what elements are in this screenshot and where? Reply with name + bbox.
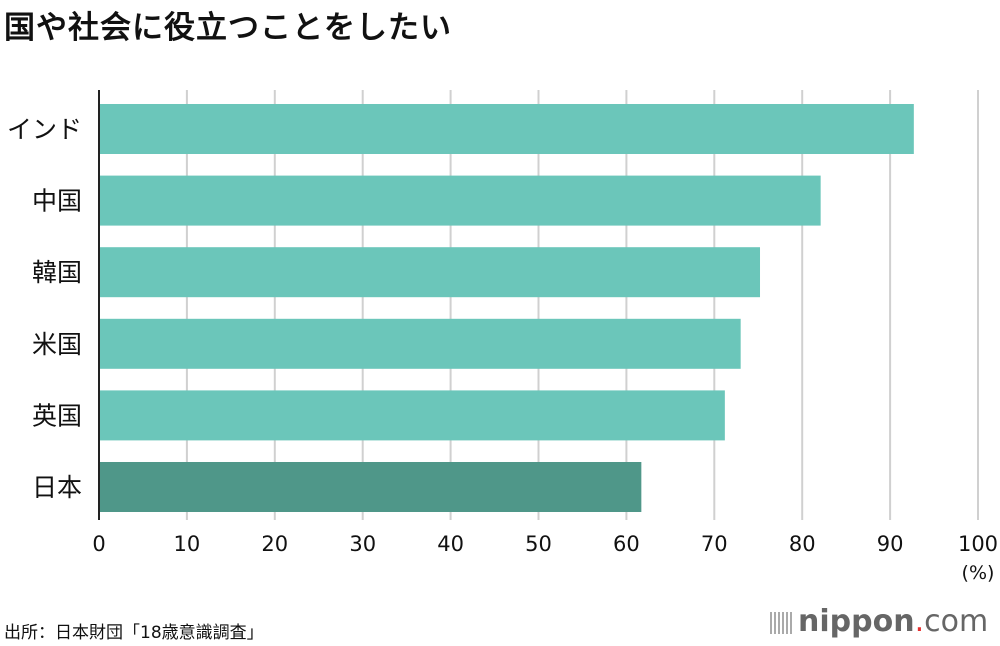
source-note: 出所：日本財団「18歳意識調査」 [4, 623, 264, 643]
x-tick-label: 80 [789, 532, 816, 556]
logo-bars-icon [770, 611, 792, 634]
x-tick-label: 0 [92, 532, 105, 556]
x-tick-label: 50 [525, 532, 552, 556]
y-category-label: 中国 [32, 187, 82, 216]
y-category-label: 米国 [32, 330, 82, 359]
y-category-label: 韓国 [32, 258, 82, 287]
bar [99, 462, 642, 512]
bar [99, 104, 914, 154]
x-tick-label: 60 [613, 532, 640, 556]
nippon-logo: nippon.com [770, 604, 988, 639]
x-tick-label: 40 [437, 532, 464, 556]
x-tick-label: 30 [349, 532, 376, 556]
x-tick-label: 100 [958, 532, 998, 556]
x-tick-label: 10 [174, 532, 201, 556]
bar [99, 318, 741, 369]
x-tick-label: 20 [261, 532, 288, 556]
y-category-label: 日本 [32, 473, 82, 502]
y-category-label: インド [7, 115, 82, 144]
logo-suffix: com [924, 604, 989, 639]
logo-name: nippon [798, 604, 915, 639]
x-unit-label: (%) [962, 562, 995, 584]
y-category-label: 英国 [32, 401, 82, 430]
bar [99, 175, 821, 226]
chart-title: 国や社会に役立つことをしたい [4, 10, 452, 46]
bar [99, 247, 761, 298]
logo-dot: . [914, 604, 925, 639]
bar [99, 390, 725, 441]
x-tick-label: 90 [877, 532, 904, 556]
x-tick-label: 70 [701, 532, 728, 556]
